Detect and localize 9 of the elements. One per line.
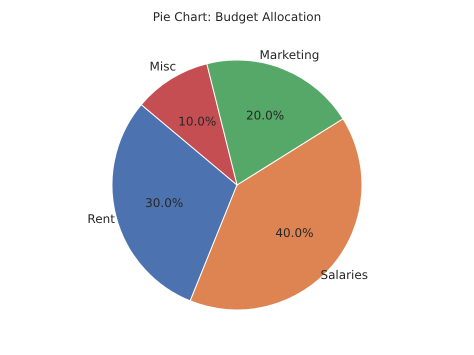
data-label: 40.0% (275, 226, 314, 240)
slice-label: Salaries (320, 268, 368, 282)
slice-label: Rent (87, 212, 116, 226)
data-label: 20.0% (246, 108, 284, 122)
slice-label: Misc (150, 59, 176, 74)
slice-label: Marketing (260, 48, 320, 62)
data-label: 30.0% (145, 196, 184, 210)
chart-title: Pie Chart: Budget Allocation (152, 10, 322, 24)
data-label: 10.0% (178, 114, 216, 128)
